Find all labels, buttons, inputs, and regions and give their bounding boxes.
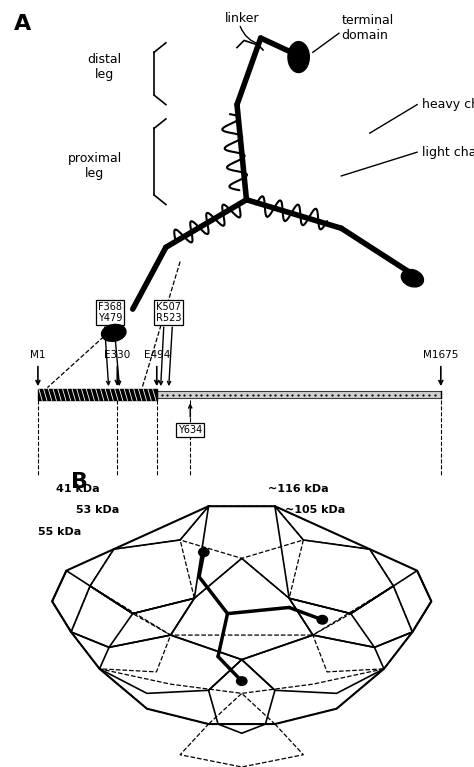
Text: F368
Y479: F368 Y479: [98, 301, 122, 324]
Text: proximal
leg: proximal leg: [68, 153, 122, 180]
Text: ~105 kDa: ~105 kDa: [285, 505, 346, 515]
Text: A: A: [14, 15, 31, 35]
Text: heavy chain: heavy chain: [422, 98, 474, 111]
Text: terminal
domain: terminal domain: [341, 15, 393, 42]
Ellipse shape: [101, 324, 126, 341]
Text: B: B: [71, 472, 88, 492]
Text: M1: M1: [30, 351, 46, 360]
Text: 41 kDa: 41 kDa: [56, 484, 100, 494]
Ellipse shape: [317, 615, 328, 624]
Ellipse shape: [237, 676, 247, 686]
Text: distal
leg: distal leg: [87, 53, 121, 81]
Text: light chain: light chain: [422, 146, 474, 159]
Text: K507
R523: K507 R523: [156, 301, 182, 324]
Text: E494: E494: [144, 351, 170, 360]
Text: 53 kDa: 53 kDa: [76, 505, 119, 515]
Text: Y634: Y634: [178, 426, 202, 436]
Text: linker: linker: [225, 12, 259, 25]
Text: 55 kDa: 55 kDa: [38, 527, 81, 537]
Text: ~116 kDa: ~116 kDa: [268, 484, 329, 494]
Ellipse shape: [199, 548, 209, 557]
Ellipse shape: [401, 269, 423, 287]
Text: E330: E330: [104, 351, 130, 360]
Text: M1675: M1675: [423, 351, 458, 360]
Ellipse shape: [288, 41, 309, 73]
